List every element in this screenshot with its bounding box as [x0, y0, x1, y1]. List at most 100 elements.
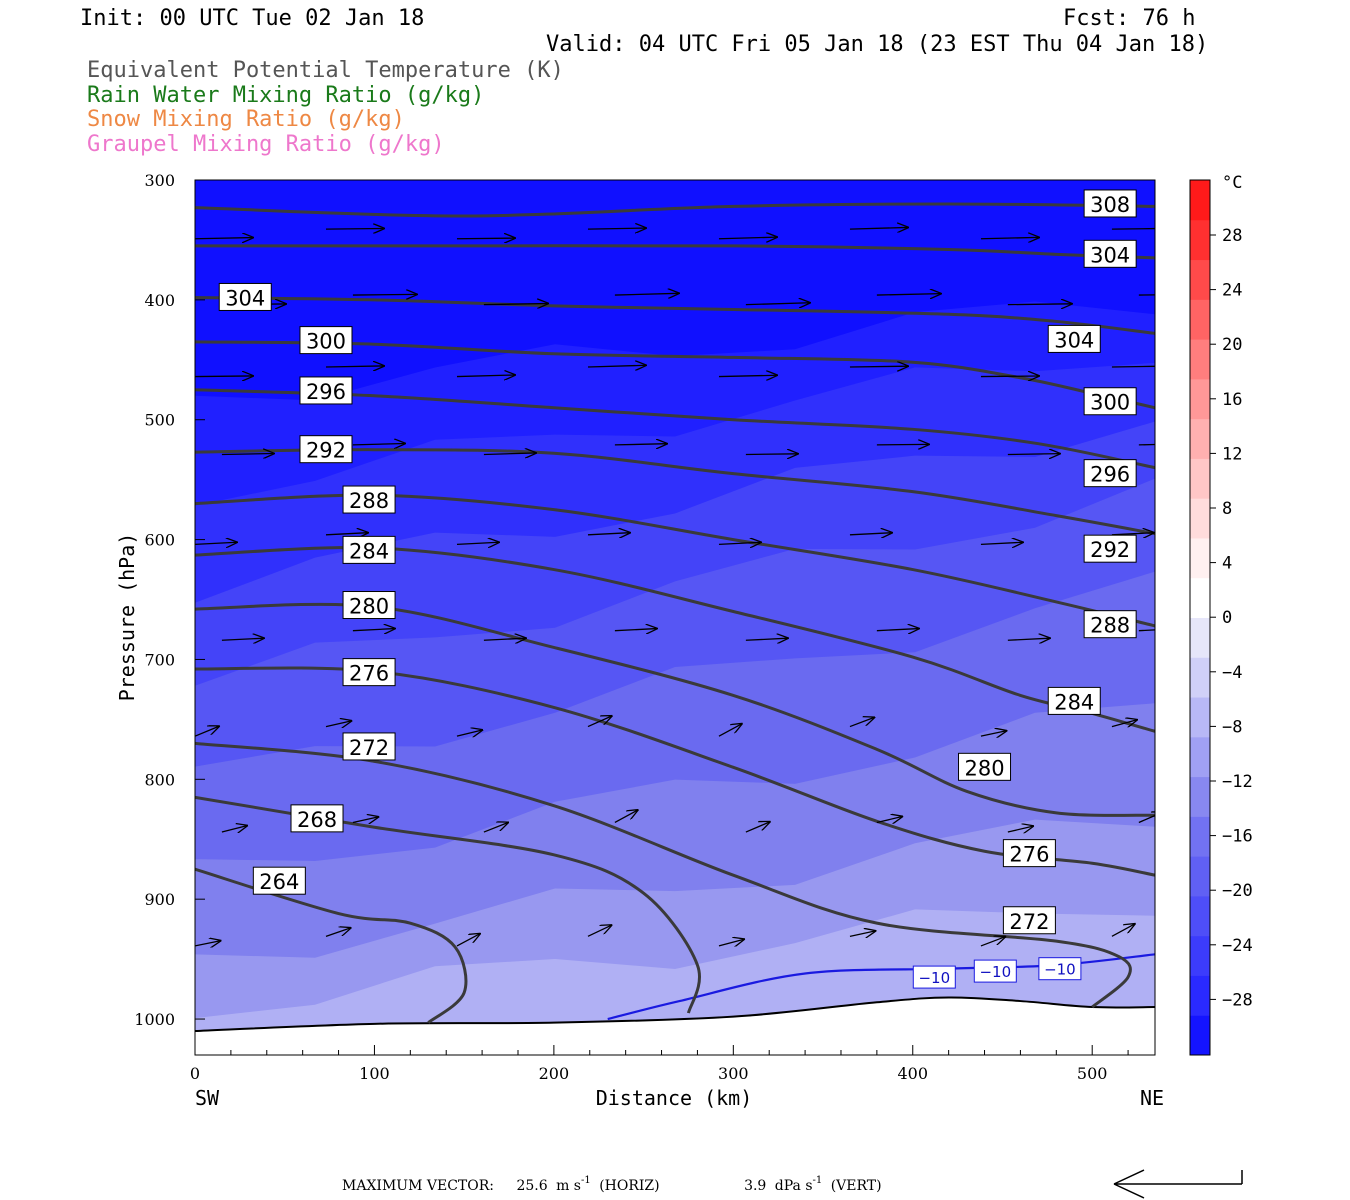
colorbar-unit: °C	[1222, 173, 1242, 193]
x-axis-label: Distance (km)	[596, 1086, 753, 1110]
wind-vector	[483, 303, 548, 304]
wind-vector	[849, 366, 908, 367]
theta-e-contour-304	[195, 244, 1155, 260]
contour-label-text: 304	[1090, 243, 1130, 267]
forecast-hour-label: Fcst: 76 h	[1063, 6, 1195, 31]
theta-e-contour-296	[195, 388, 1155, 470]
wind-vector	[1007, 454, 1060, 455]
contour-label-text: 296	[1090, 463, 1130, 487]
contour-label-box	[299, 326, 353, 355]
wind-vector	[1111, 924, 1135, 937]
x-tick-label: 300	[718, 1064, 749, 1083]
contour-label-text: 296	[306, 380, 346, 404]
legend-snow: Snow Mixing Ratio (g/kg)	[87, 107, 405, 132]
colorbar-label: −12	[1222, 772, 1253, 792]
wind-vector	[352, 817, 378, 823]
colorbar-swatch	[1190, 418, 1210, 459]
wind-vector	[1138, 294, 1155, 296]
colorbar: 28 24 20 16 12 8 4 0 −4 −8 −12 −16 −20 −24 −28	[1189, 179, 1253, 1056]
contour-labels: 304 308 304 304 300 296 292 288 284 280 276 272 300 2…	[218, 189, 1137, 989]
wind-vector	[1111, 720, 1137, 727]
contour-label-box	[1083, 189, 1137, 218]
contour-label-box	[1083, 459, 1137, 488]
contour-label-box	[1083, 610, 1137, 639]
isotherm-label-text: −10	[979, 963, 1011, 981]
colorbar-swatch	[1190, 378, 1210, 420]
wind-vector	[195, 726, 219, 737]
wind-vector	[980, 937, 1005, 947]
x-tick-label: 100	[359, 1064, 390, 1083]
legend-graupel: Graupel Mixing Ratio (g/kg)	[87, 132, 445, 157]
colorbar-swatch	[1190, 299, 1210, 340]
contour-label-text: 264	[259, 870, 299, 894]
colorbar-swatch	[1190, 180, 1210, 221]
contour-label-text: 300	[306, 330, 346, 354]
colorbar-swatch	[1190, 498, 1210, 539]
contour-label-box	[299, 376, 353, 405]
colorbar-label: −16	[1222, 827, 1253, 847]
colorbar-label: 0	[1222, 608, 1232, 628]
wind-vector	[456, 730, 482, 736]
colorbar-label: 24	[1222, 281, 1242, 301]
wind-vector	[221, 826, 247, 832]
contour-label-text: 272	[1009, 910, 1049, 934]
theta-e-contour-264	[195, 867, 468, 1024]
temperature-fill	[195, 180, 1155, 1055]
contour-label-text: 308	[1090, 193, 1130, 217]
contour-label-box	[342, 485, 396, 514]
wind-vector	[876, 629, 919, 631]
wind-vector	[718, 724, 742, 737]
sw-end-label: SW	[195, 1086, 220, 1110]
legend-theta-e: Equivalent Potential Temperature (K)	[87, 58, 564, 83]
wind-vector	[456, 375, 515, 377]
x-tick-label: 400	[897, 1064, 928, 1083]
contour-label-box	[958, 752, 1012, 781]
wind-vector	[718, 237, 777, 239]
colorbar-swatch	[1190, 577, 1210, 618]
contour-label-text: 304	[1054, 328, 1094, 352]
contour-label-box	[1002, 906, 1056, 935]
wind-vector	[849, 931, 875, 936]
wind-vector	[1111, 365, 1155, 368]
contour-label-box	[299, 435, 353, 464]
colorbar-swatch	[1190, 975, 1210, 1016]
y-tick-label: 400	[144, 291, 175, 310]
wind-vector	[1138, 443, 1155, 446]
contour-label-text: 284	[1054, 690, 1094, 714]
x-axis: 0 100 200 300 400 500	[190, 1045, 1129, 1083]
contour-label-box	[1002, 839, 1056, 868]
plot-area	[195, 180, 1155, 1055]
contour-label-box	[342, 591, 396, 620]
contour-label-text: 280	[349, 595, 389, 619]
wind-vector	[221, 638, 264, 640]
y-tick-label: 700	[144, 650, 175, 669]
colorbar-swatch	[1190, 697, 1210, 738]
y-tick-label: 300	[144, 171, 175, 190]
x-tick-label: 500	[1077, 1064, 1108, 1083]
wind-vector	[1111, 227, 1155, 230]
wind-vector	[614, 629, 657, 631]
contour-label-text: 304	[225, 286, 265, 310]
isotherm-label-text: −10	[1044, 961, 1076, 979]
colorbar-swatch	[1190, 1015, 1210, 1056]
isotherm-label-text: −10	[918, 969, 950, 987]
wind-vector	[849, 717, 874, 728]
horiz-value: 25.6	[516, 1178, 547, 1194]
colorbar-label: −4	[1222, 663, 1242, 683]
contour-label-text: 292	[306, 439, 346, 463]
wind-vector	[980, 542, 1023, 544]
contour-label-box	[252, 866, 306, 895]
wind-vector	[587, 925, 611, 937]
wind-vector	[745, 454, 798, 455]
y-axis: 300 400 500 600 700 800 900 1000	[134, 171, 205, 1029]
y-tick-label: 800	[144, 770, 175, 789]
terrain-line	[195, 996, 1155, 1033]
contour-label-box	[1047, 686, 1101, 715]
wind-vector	[1138, 629, 1155, 632]
colorbar-label: 12	[1222, 444, 1242, 464]
contour-label-text: 276	[1009, 843, 1049, 867]
contour-label-text: 288	[1090, 614, 1130, 638]
colorbar-swatch	[1190, 259, 1210, 300]
wind-vector	[352, 294, 417, 295]
